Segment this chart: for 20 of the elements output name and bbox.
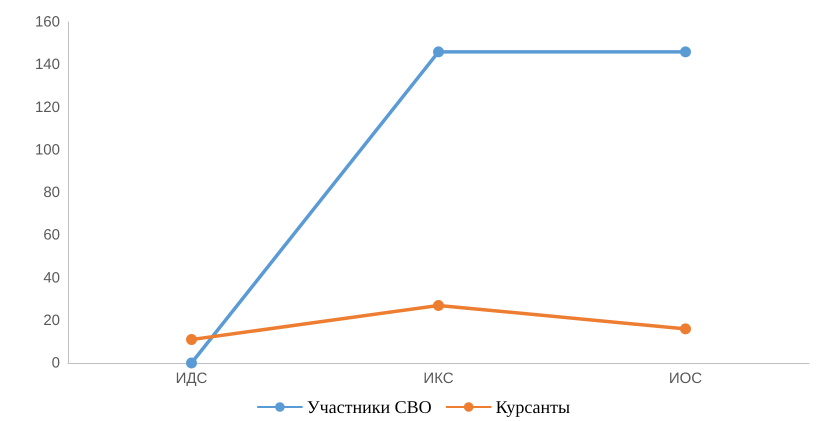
point <box>186 358 197 368</box>
point <box>186 334 197 346</box>
y-tick-label: 20 <box>43 312 60 329</box>
y-tick-label: 0 <box>52 354 60 372</box>
legend-label: Курсанты <box>496 397 570 417</box>
x-tick-label: ИОС <box>668 370 702 387</box>
y-tick-label: 120 <box>34 98 60 116</box>
y-tick-label: 100 <box>34 141 60 158</box>
y-tick-label: 140 <box>34 56 60 74</box>
point <box>433 46 444 58</box>
x-tick-label: ИДС <box>176 370 208 387</box>
y-tick-label: 60 <box>43 226 60 244</box>
point <box>680 46 691 58</box>
point <box>433 300 444 311</box>
y-tick-label: 40 <box>43 269 60 286</box>
y-tick-label: 160 <box>34 14 60 30</box>
point <box>680 323 691 334</box>
x-tick-label: ИКС <box>423 370 454 387</box>
y-tick-label: 80 <box>43 184 60 201</box>
legend-label: Участники СВО <box>306 397 432 417</box>
